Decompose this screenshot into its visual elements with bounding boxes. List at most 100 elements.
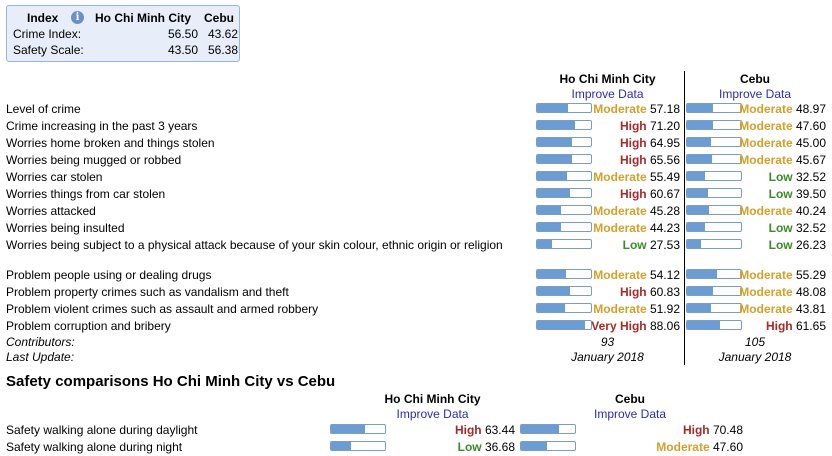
bar-fill: [687, 206, 709, 214]
crime-value-city2: Moderate 48.08: [739, 285, 826, 299]
level-text: High: [619, 187, 647, 201]
level-text: Moderate: [739, 102, 793, 116]
crime-value-city2: Moderate 43.81: [739, 302, 826, 316]
level-text: Very High: [591, 319, 647, 333]
crime-row-label: Level of crime: [6, 102, 81, 116]
level-text: Moderate: [739, 204, 793, 218]
crime-bar-city1: [536, 269, 592, 279]
improve-data-link-city2[interactable]: Improve Data: [718, 87, 792, 101]
crime-value-city1: Moderate 55.49: [593, 170, 680, 184]
score-value: 57.18: [646, 102, 680, 116]
crime-bar-city2: [686, 320, 742, 330]
safety-row-label: Safety walking alone during night: [6, 440, 183, 454]
crime-bar-city2: [686, 188, 742, 198]
safety-improve-data-link-city2[interactable]: Improve Data: [593, 407, 667, 421]
level-text: Low: [768, 221, 793, 235]
level-text: High: [619, 285, 647, 299]
bar-fill: [537, 206, 562, 214]
level-text: Moderate: [739, 268, 793, 282]
crime-value-city2: Low 32.52: [769, 170, 826, 184]
column-header-city1: Ho Chi Minh City: [559, 72, 656, 86]
safety-scale-city1: 43.50: [167, 43, 198, 57]
last-update-city2: January 2018: [718, 350, 792, 364]
crime-value-city2: Moderate 40.24: [739, 204, 826, 218]
score-value: 45.00: [792, 136, 826, 150]
crime-value-city2: Moderate 55.29: [739, 268, 826, 282]
crime-row-label: Crime increasing in the past 3 years: [6, 119, 198, 133]
score-value: 51.92: [646, 302, 680, 316]
contributors-label: Contributors:: [6, 335, 75, 349]
contributors-city1: 93: [600, 335, 615, 349]
crime-value-city2: Moderate 45.67: [739, 153, 826, 167]
bar-fill: [331, 425, 366, 433]
crime-bar-city2: [686, 171, 742, 181]
crime-value-city2: High 61.65: [766, 319, 826, 333]
crime-value-city1: Low 27.53: [623, 238, 680, 252]
score-value: 26.23: [792, 238, 826, 252]
improve-data-link-city1[interactable]: Improve Data: [571, 87, 644, 101]
level-text: High: [619, 153, 647, 167]
crime-bar-city2: [686, 239, 742, 249]
safety-bar-city1: [330, 441, 386, 451]
score-value: 55.29: [792, 268, 826, 282]
crime-value-city1: High 71.20: [620, 119, 680, 133]
bar-fill: [537, 304, 566, 312]
crime-bar-city1: [536, 239, 592, 249]
crime-bar-city1: [536, 205, 592, 215]
crime-row-label: Problem corruption and bribery: [6, 319, 171, 333]
score-value: 65.56: [646, 153, 680, 167]
safety-bar-city1: [330, 424, 386, 434]
score-value: 63.44: [481, 423, 515, 437]
bar-fill: [537, 189, 570, 197]
score-value: 70.48: [709, 423, 743, 437]
crime-bar-city1: [536, 188, 592, 198]
crime-bar-city2: [686, 103, 742, 113]
bar-fill: [687, 287, 713, 295]
score-value: 45.67: [792, 153, 826, 167]
safety-improve-data-link-city1[interactable]: Improve Data: [396, 407, 469, 421]
level-text: Moderate: [593, 204, 647, 218]
index-header: Index: [27, 11, 59, 25]
level-text: Moderate: [593, 221, 647, 235]
info-icon[interactable]: i: [71, 11, 84, 24]
index-col-city2: Cebu: [204, 11, 234, 25]
bar-fill: [687, 240, 702, 248]
safety-bar-city2: [520, 441, 576, 451]
bar-fill: [687, 155, 712, 163]
crime-value-city1: Moderate 57.18: [593, 102, 680, 116]
last-update-city1: January 2018: [571, 350, 644, 364]
score-value: 32.52: [792, 170, 826, 184]
score-value: 64.95: [646, 136, 680, 150]
crime-value-city1: High 60.83: [620, 285, 680, 299]
bar-fill: [521, 425, 560, 433]
crime-bar-city2: [686, 269, 742, 279]
score-value: 48.97: [792, 102, 826, 116]
crime-bar-city2: [686, 222, 742, 232]
bar-fill: [687, 172, 705, 180]
level-text: Moderate: [739, 285, 793, 299]
crime-value-city2: Moderate 48.97: [739, 102, 826, 116]
crime-value-city2: Low 39.50: [769, 187, 826, 201]
crime-index-label: Crime Index:: [13, 27, 82, 41]
crime-row-label: Worries car stolen: [6, 170, 103, 184]
score-value: 40.24: [792, 204, 826, 218]
index-summary-box: Index i Ho Chi Minh City Cebu Crime Inde…: [6, 5, 240, 62]
level-text: Moderate: [593, 102, 647, 116]
score-value: 61.65: [792, 319, 826, 333]
safety-comparison-title: Safety comparisons Ho Chi Minh City vs C…: [6, 373, 336, 390]
crime-value-city1: High 65.56: [620, 153, 680, 167]
bar-fill: [331, 442, 351, 450]
level-text: Moderate: [656, 440, 710, 454]
crime-row-label: Worries home broken and things stolen: [6, 136, 215, 150]
bar-fill: [687, 121, 713, 129]
safety-row-label: Safety walking alone during daylight: [6, 423, 198, 437]
score-value: 48.08: [792, 285, 826, 299]
level-text: Low: [457, 440, 482, 454]
crime-bar-city2: [686, 286, 742, 296]
contributors-city2: 105: [744, 335, 766, 349]
level-text: Moderate: [739, 153, 793, 167]
level-text: High: [619, 119, 647, 133]
bar-fill: [537, 223, 561, 231]
score-value: 39.50: [792, 187, 826, 201]
crime-value-city1: Moderate 51.92: [593, 302, 680, 316]
